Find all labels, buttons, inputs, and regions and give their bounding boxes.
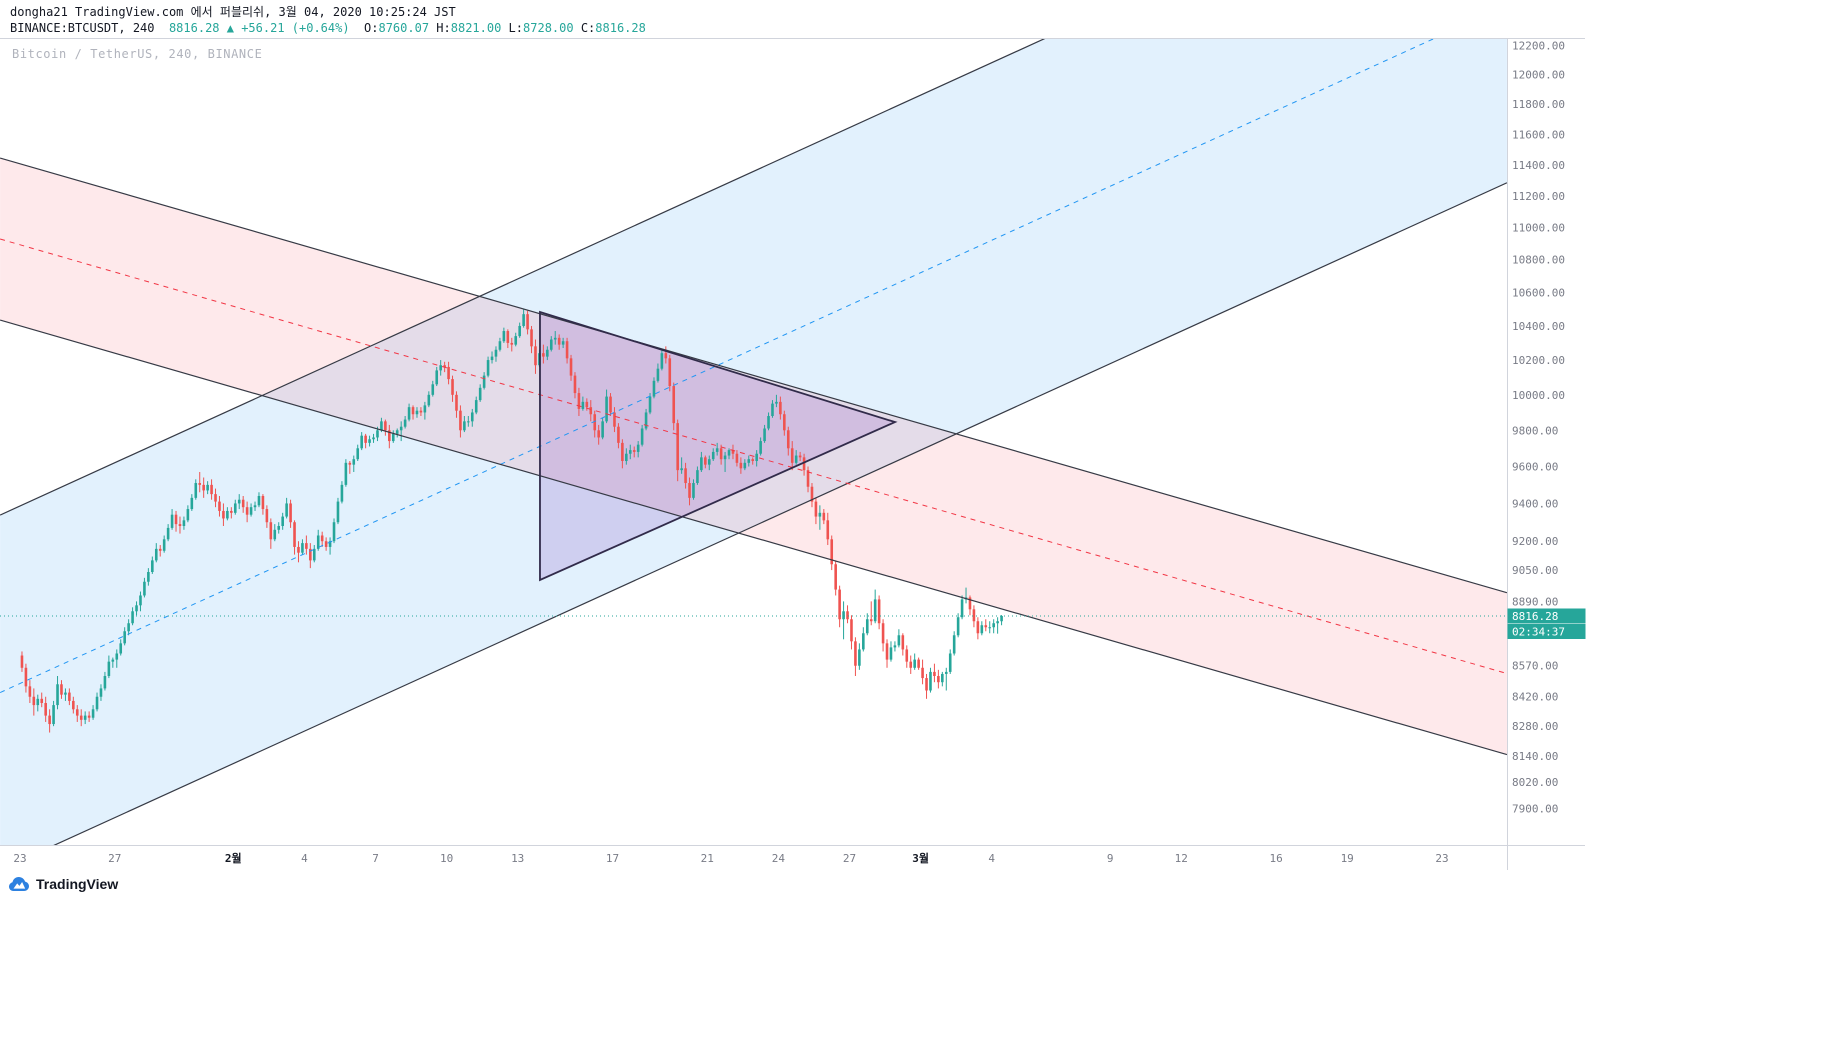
svg-text:9600.00: 9600.00 xyxy=(1512,460,1558,473)
high-value: 8821.00 xyxy=(450,21,502,35)
svg-text:10200.00: 10200.00 xyxy=(1512,354,1565,367)
svg-text:8420.00: 8420.00 xyxy=(1512,691,1558,704)
svg-text:9200.00: 9200.00 xyxy=(1512,535,1558,548)
descending-channel[interactable] xyxy=(0,157,1507,756)
svg-text:19: 19 xyxy=(1341,852,1354,865)
svg-text:8020.00: 8020.00 xyxy=(1512,776,1558,789)
svg-text:17: 17 xyxy=(606,852,619,865)
svg-text:8140.00: 8140.00 xyxy=(1512,750,1558,763)
symbol-interval: BINANCE:BTCUSDT, 240 xyxy=(10,21,169,35)
high-label: H: xyxy=(429,21,451,35)
tradingview-logo[interactable]: TradingView xyxy=(8,874,118,893)
svg-text:12000.00: 12000.00 xyxy=(1512,69,1565,82)
channel-fills xyxy=(0,38,1507,845)
svg-text:11200.00: 11200.00 xyxy=(1512,190,1565,203)
triangle-pattern[interactable] xyxy=(539,310,898,582)
svg-text:2월: 2월 xyxy=(225,851,242,865)
close-label: C: xyxy=(573,21,596,35)
price-change: ▲ +56.21 (+0.64%) xyxy=(219,21,350,35)
candles-layer xyxy=(20,309,1003,733)
svg-text:9050.00: 9050.00 xyxy=(1512,564,1558,577)
svg-text:9800.00: 9800.00 xyxy=(1512,424,1558,437)
svg-text:8816.28: 8816.28 xyxy=(1512,610,1558,623)
svg-text:11400.00: 11400.00 xyxy=(1512,159,1565,172)
svg-text:12200.00: 12200.00 xyxy=(1512,40,1565,53)
svg-text:16: 16 xyxy=(1269,852,1282,865)
svg-text:10400.00: 10400.00 xyxy=(1512,320,1565,333)
low-label: L: xyxy=(501,21,524,35)
svg-text:24: 24 xyxy=(772,852,786,865)
svg-text:10000.00: 10000.00 xyxy=(1512,389,1565,402)
svg-text:10600.00: 10600.00 xyxy=(1512,287,1565,300)
tradingview-logo-icon xyxy=(9,877,29,891)
price-axis[interactable]: 12200.00 12000.00 11800.00 11600.00 11400.00… xyxy=(1512,40,1565,816)
svg-text:4: 4 xyxy=(301,852,308,865)
svg-text:23: 23 xyxy=(13,852,26,865)
svg-text:11800.00: 11800.00 xyxy=(1512,98,1565,111)
time-axis[interactable]: 23 27 2월 4 7 10 13 17 21 24 27 3월 4 9 12 16 19 23 xyxy=(13,851,1448,865)
svg-text:10800.00: 10800.00 xyxy=(1512,254,1565,267)
publish-header: dongha21 TradingView.com 에서 퍼블리쉬, 3월 04,… xyxy=(10,5,456,19)
svg-text:11600.00: 11600.00 xyxy=(1512,128,1565,141)
open-value: 8760.07 xyxy=(378,21,430,35)
svg-text:4: 4 xyxy=(988,852,995,865)
svg-text:02:34:37: 02:34:37 xyxy=(1512,626,1565,639)
last-price: 8816.28 xyxy=(168,21,220,35)
close-value: 8816.28 xyxy=(595,21,646,35)
tradingview-logo-text: TradingView xyxy=(36,875,119,892)
svg-text:10: 10 xyxy=(440,852,453,865)
ascending-channel-fill xyxy=(0,38,1507,845)
svg-text:7900.00: 7900.00 xyxy=(1512,803,1558,816)
ascending-channel[interactable] xyxy=(0,0,1507,870)
svg-text:12: 12 xyxy=(1175,852,1188,865)
open-label: O: xyxy=(349,21,379,35)
chart-watermark: Bitcoin / TetherUS, 240, BINANCE xyxy=(12,47,263,61)
svg-text:8890.00: 8890.00 xyxy=(1512,595,1558,608)
last-price-label: 8816.28 xyxy=(1507,608,1586,624)
svg-text:9400.00: 9400.00 xyxy=(1512,497,1558,510)
svg-text:11000.00: 11000.00 xyxy=(1512,221,1565,234)
axes-frame xyxy=(0,38,1585,870)
low-value: 8728.00 xyxy=(523,21,574,35)
drawings-layer[interactable] xyxy=(0,0,1507,870)
svg-text:21: 21 xyxy=(701,852,714,865)
svg-text:7: 7 xyxy=(372,852,379,865)
plot-area[interactable] xyxy=(0,0,1507,870)
svg-text:8280.00: 8280.00 xyxy=(1512,720,1558,733)
svg-text:9: 9 xyxy=(1107,852,1114,865)
svg-text:8570.00: 8570.00 xyxy=(1512,660,1558,673)
svg-text:27: 27 xyxy=(843,852,856,865)
svg-text:3월: 3월 xyxy=(912,851,929,865)
svg-text:13: 13 xyxy=(511,852,524,865)
symbol-info-line: BINANCE:BTCUSDT, 240 8816.28 ▲ +56.21 (+… xyxy=(10,21,646,35)
countdown-label: 02:34:37 xyxy=(1507,624,1586,639)
svg-text:23: 23 xyxy=(1435,852,1448,865)
svg-text:27: 27 xyxy=(108,852,121,865)
